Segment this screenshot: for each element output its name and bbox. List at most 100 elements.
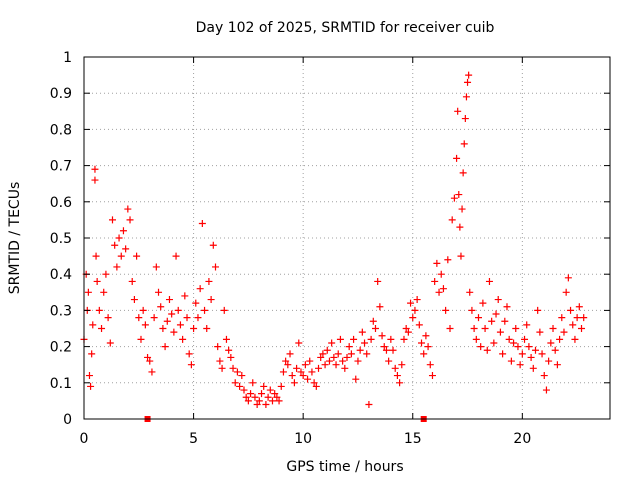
y-tick-label: 0.3	[50, 303, 72, 319]
data-point	[558, 314, 566, 322]
data-point	[201, 306, 209, 314]
data-point	[468, 306, 476, 314]
data-point	[214, 343, 222, 351]
y-tick-labels: 0 0.1 0.2 0.3 0.4 0.5 0.6 0.7 0.8 0.9 1	[50, 50, 72, 428]
data-point	[466, 288, 474, 296]
data-point	[347, 350, 355, 358]
data-point	[141, 321, 149, 329]
data-point	[496, 328, 504, 336]
data-point	[521, 335, 529, 343]
data-point	[106, 339, 114, 347]
data-point	[411, 306, 419, 314]
data-point	[233, 368, 241, 376]
y-tick-label: 1	[63, 50, 72, 66]
data-point	[580, 314, 588, 322]
data-point	[448, 216, 456, 224]
data-point	[556, 335, 564, 343]
data-point	[216, 357, 224, 365]
data-point	[341, 364, 349, 372]
data-point	[144, 353, 152, 361]
data-point	[461, 115, 469, 123]
data-point	[172, 252, 180, 260]
data-point	[376, 303, 384, 311]
y-tick-label: 0.1	[50, 376, 72, 392]
data-point	[356, 346, 364, 354]
data-point	[547, 339, 555, 347]
data-point	[418, 339, 426, 347]
data-point	[117, 252, 125, 260]
data-point	[91, 176, 99, 184]
y-tick-label: 0	[63, 412, 72, 428]
data-point	[510, 339, 518, 347]
data-point	[444, 256, 452, 264]
data-point	[222, 335, 230, 343]
data-point	[258, 390, 266, 398]
data-point	[431, 277, 439, 285]
data-point	[437, 270, 445, 278]
data-point	[104, 314, 112, 322]
data-point	[135, 314, 143, 322]
data-point	[84, 288, 92, 296]
data-point	[312, 382, 320, 390]
y-tick-label: 0.8	[50, 122, 72, 138]
data-point	[367, 335, 375, 343]
data-point	[271, 390, 279, 398]
data-point	[176, 321, 184, 329]
data-point	[91, 165, 99, 173]
data-point	[458, 205, 466, 213]
data-point	[174, 306, 182, 314]
data-point	[262, 401, 270, 409]
data-point	[168, 310, 176, 318]
data-point	[95, 306, 103, 314]
data-point	[297, 368, 305, 376]
data-point	[108, 216, 116, 224]
data-point	[483, 346, 491, 354]
data-point	[323, 346, 331, 354]
data-point	[481, 325, 489, 332]
data-point	[549, 325, 557, 332]
data-point	[161, 343, 169, 351]
data-point	[190, 325, 198, 332]
data-point	[363, 350, 371, 358]
data-point	[122, 245, 130, 253]
data-point	[253, 401, 261, 409]
data-point	[137, 335, 145, 343]
data-point	[212, 263, 219, 271]
data-point	[536, 328, 544, 336]
data-point	[225, 346, 233, 354]
data-point	[428, 372, 436, 380]
data-point	[569, 321, 577, 329]
data-point	[308, 368, 316, 376]
data-point	[540, 372, 548, 380]
data-point	[88, 350, 96, 358]
data-point	[332, 361, 340, 369]
data-point	[179, 335, 187, 343]
data-point	[393, 372, 401, 380]
data-point	[325, 357, 333, 365]
data-point	[192, 299, 200, 307]
data-point	[242, 393, 250, 401]
data-point	[264, 393, 272, 401]
data-point	[343, 353, 351, 361]
data-point	[435, 288, 443, 296]
data-point	[290, 379, 298, 387]
data-point	[102, 270, 110, 278]
data-point	[485, 277, 493, 285]
data-point	[148, 368, 156, 376]
data-point	[503, 303, 511, 311]
data-point	[470, 325, 478, 332]
data-point	[100, 288, 108, 296]
data-point	[382, 346, 390, 354]
data-point	[518, 350, 526, 358]
data-point	[157, 303, 165, 311]
y-tick-label: 0.4	[50, 267, 72, 283]
y-axis-label: SRMTID / TECUs	[7, 182, 23, 295]
x-tick-label: 20	[513, 431, 531, 447]
data-point	[457, 252, 465, 260]
data-point	[391, 364, 399, 372]
data-point	[494, 296, 502, 304]
data-point	[422, 332, 430, 340]
data-point	[163, 317, 171, 325]
data-point	[128, 277, 136, 285]
data-point	[398, 361, 406, 369]
